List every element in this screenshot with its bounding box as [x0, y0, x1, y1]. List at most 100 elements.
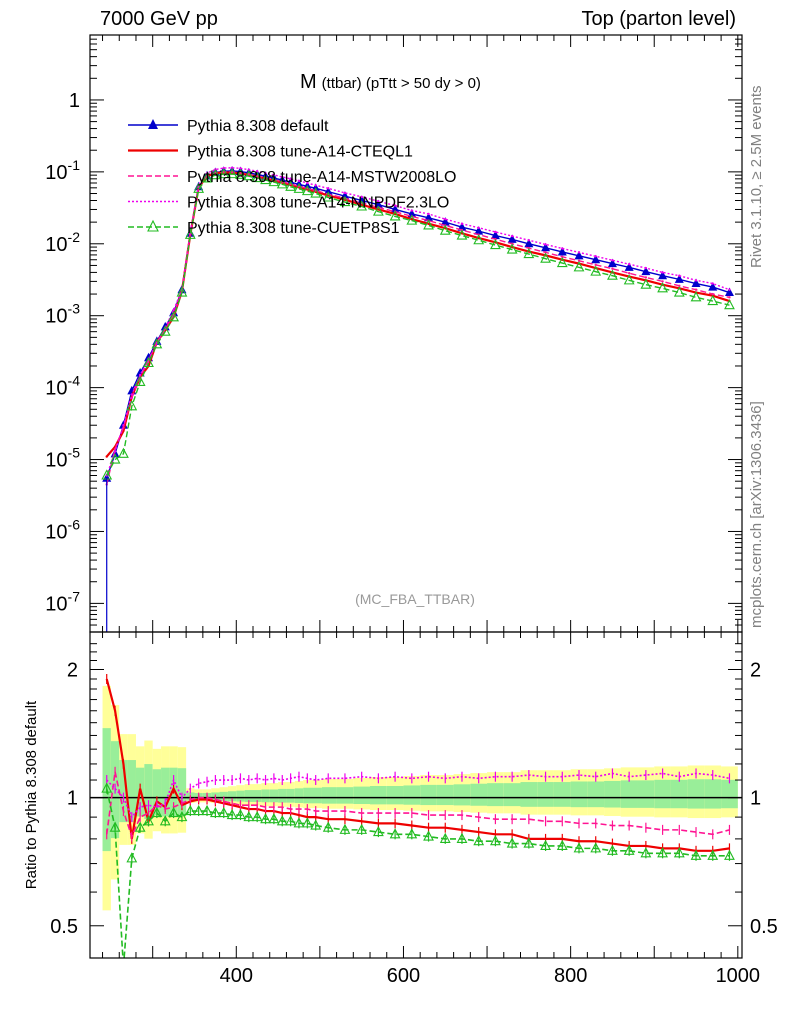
data-point: [561, 247, 564, 250]
data-point: [494, 230, 497, 234]
data-point: [439, 224, 451, 235]
data-point: [176, 286, 188, 297]
band-green: [654, 779, 671, 809]
data-point: [306, 181, 309, 185]
ratio-point: [489, 835, 501, 846]
data-point: [661, 280, 664, 283]
data-point: [490, 230, 500, 240]
y-tick-label: 10-5: [45, 445, 80, 472]
ratio-point: [573, 842, 585, 853]
header-left: 7000 GeV pp: [100, 8, 218, 30]
ratio-point: [201, 804, 213, 816]
data-point: [456, 229, 468, 240]
data-point: [644, 276, 648, 279]
data-point: [457, 222, 467, 231]
data-point: [611, 267, 614, 270]
ratio-frame: [89, 631, 743, 959]
data-point: [327, 187, 330, 190]
band-green: [177, 768, 187, 817]
data-point: [577, 251, 581, 254]
data-point: [473, 234, 485, 245]
data-point: [510, 234, 514, 238]
band-green: [119, 760, 128, 823]
y-tick-exponent: -1: [68, 157, 81, 173]
ratio-point: [184, 804, 196, 816]
ratio-point: [293, 817, 305, 828]
ratio-point: [285, 815, 297, 826]
data-point: [247, 172, 251, 176]
data-point: [239, 171, 242, 175]
ratio-point: [707, 849, 719, 860]
ratio-point: [301, 817, 313, 828]
data-point: [557, 246, 567, 256]
data-point: [406, 214, 418, 225]
band-green: [269, 789, 279, 803]
ratio-y-tick-label-left: 2: [67, 660, 78, 682]
ratio-point: [439, 832, 451, 843]
data-point: [159, 325, 171, 336]
band-green: [321, 787, 337, 804]
data-point: [357, 195, 367, 204]
band-green: [453, 784, 471, 806]
data-point: [310, 187, 322, 198]
data-point: [340, 191, 350, 200]
data-point: [255, 170, 259, 173]
band-green: [520, 782, 538, 807]
band-green: [403, 785, 421, 805]
legend-marker: [148, 119, 158, 129]
data-point: [627, 263, 631, 266]
ratio-point: [260, 813, 271, 824]
data-point: [372, 205, 384, 216]
ratio-point: [310, 819, 322, 830]
data-point: [301, 184, 313, 196]
ratio-point: [101, 782, 113, 793]
data-point: [122, 424, 125, 427]
data-point: [235, 168, 246, 179]
ratio-point: [623, 844, 635, 855]
y-tick-label: 1: [69, 90, 80, 112]
data-point: [168, 311, 180, 322]
ratio-point: [119, 962, 128, 971]
data-point: [644, 266, 648, 270]
y-tick-label: 10-4: [45, 373, 80, 400]
band-green: [286, 788, 295, 803]
data-point: [105, 455, 108, 458]
data-point: [661, 271, 664, 274]
ratio-point: [109, 821, 121, 832]
ratio-point: [640, 847, 652, 858]
data-point: [360, 195, 363, 199]
data-point: [151, 338, 163, 349]
data-point: [641, 266, 651, 276]
ratio-point: [690, 849, 702, 860]
ratio-point: [423, 830, 434, 841]
data-point: [707, 294, 719, 306]
data-point: [460, 222, 464, 225]
data-point: [393, 204, 397, 207]
data-point: [523, 247, 535, 259]
data-point: [708, 282, 718, 291]
ratio-point: [218, 806, 230, 818]
ratio-point: [168, 806, 180, 818]
ratio-point: [159, 815, 171, 826]
y-tick-label: 10-7: [45, 588, 80, 615]
data-point: [607, 258, 617, 268]
band-green: [253, 790, 262, 802]
data-point: [627, 271, 631, 275]
ratio-y-label: Ratio to Pythia 8.308 default: [23, 700, 40, 889]
data-point: [474, 226, 484, 235]
data-point: [339, 195, 351, 207]
x-tick-label: 800: [554, 965, 587, 987]
data-point: [561, 255, 564, 258]
ratio-point: [389, 828, 401, 839]
band-green: [721, 779, 738, 809]
series-line: [106, 170, 730, 479]
ratio-point: [590, 842, 602, 853]
band-green: [436, 784, 454, 806]
ratio-y-tick-label-left: 0.5: [50, 916, 78, 938]
data-point: [594, 255, 597, 258]
data-point: [427, 212, 430, 216]
ratio-point: [473, 835, 485, 846]
legend-label: Pythia 8.308 tune-CUETP8S1: [187, 220, 400, 237]
data-point: [276, 178, 288, 189]
series-line: [106, 171, 730, 485]
